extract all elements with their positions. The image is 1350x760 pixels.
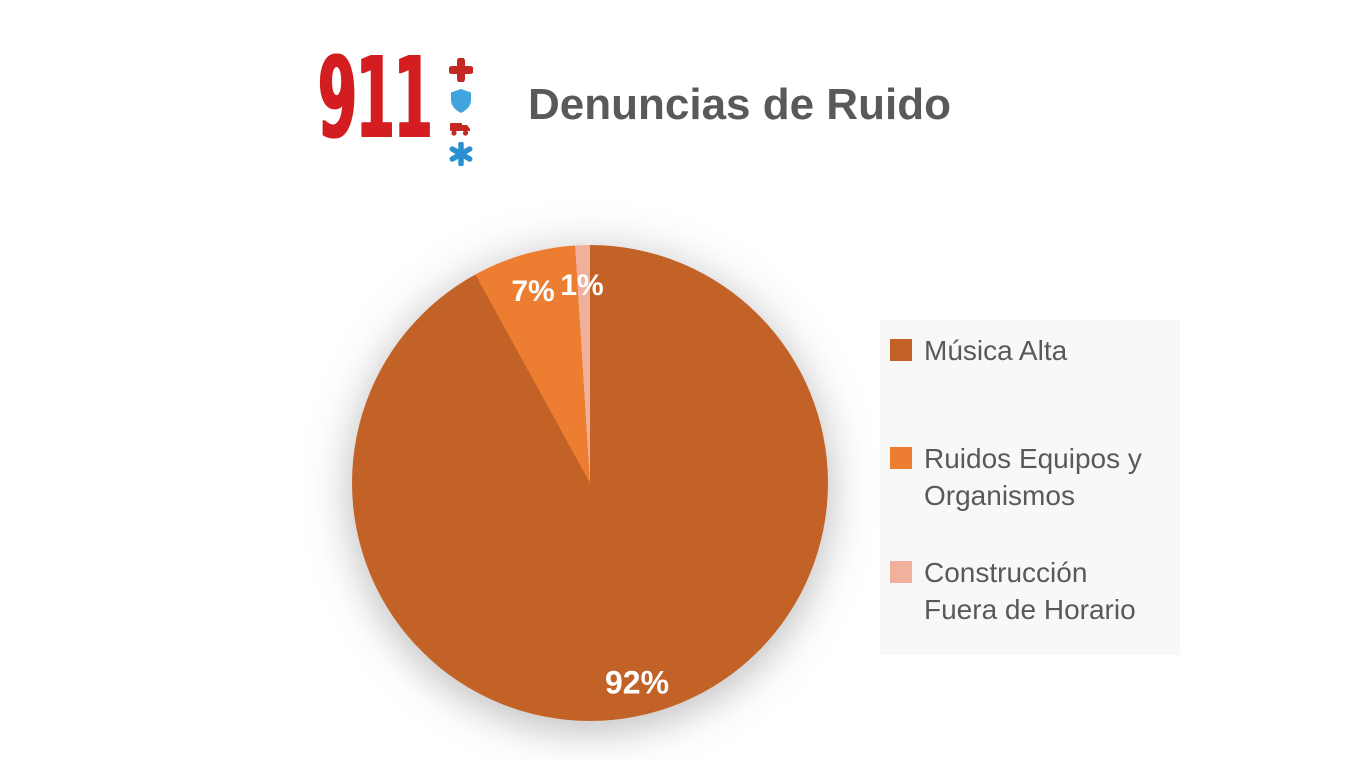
star-of-life-icon [449, 141, 473, 167]
data-label-musica-alta: 92% [604, 664, 670, 701]
data-label-ruidos-equipos: 7% [511, 275, 555, 308]
legend-label-musica-alta: Música Alta [924, 335, 1068, 366]
pie-chart: 92% 7% 1% [352, 245, 828, 721]
legend-item-construccion: Construcción Fuera de Horario [890, 554, 1164, 628]
fire-truck-icon [449, 120, 473, 136]
logo-911-text: 911 [318, 34, 433, 164]
medic-cross-icon [448, 57, 475, 83]
shield-icon [449, 88, 473, 114]
logo-911: 911 [318, 34, 475, 167]
data-label-construccion: 1% [560, 269, 604, 302]
legend-swatch-musica-alta [890, 339, 912, 361]
legend-swatch-construccion [890, 561, 912, 583]
legend: Música Alta Ruidos Equipos y Organismos … [880, 320, 1180, 655]
legend-item-musica-alta: Música Alta [890, 332, 1067, 369]
logo-service-icons [448, 52, 475, 167]
legend-label-ruidos-equipos: Ruidos Equipos y Organismos [924, 443, 1142, 512]
legend-label-construccion: Construcción Fuera de Horario [924, 557, 1136, 626]
pie-circle [352, 245, 828, 721]
legend-item-ruidos-equipos: Ruidos Equipos y Organismos [890, 440, 1164, 514]
chart-title: Denuncias de Ruido [528, 80, 951, 129]
legend-swatch-ruidos-equipos [890, 447, 912, 469]
